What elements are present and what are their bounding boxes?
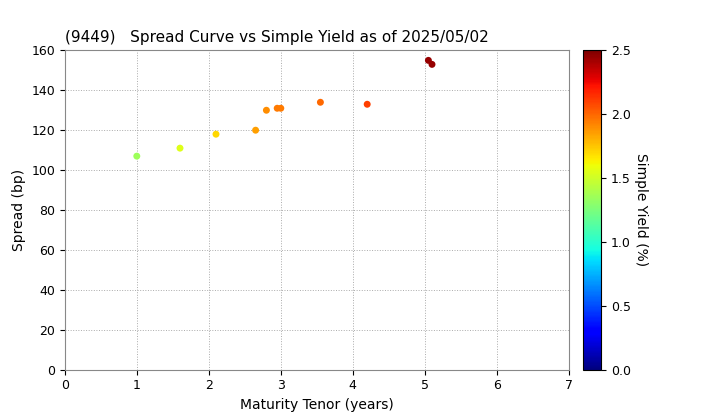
Y-axis label: Spread (bp): Spread (bp) xyxy=(12,169,26,251)
Point xyxy=(131,153,143,160)
Point xyxy=(271,105,283,112)
Y-axis label: Simple Yield (%): Simple Yield (%) xyxy=(634,153,647,267)
Point xyxy=(361,101,373,108)
Point xyxy=(250,127,261,134)
Point xyxy=(261,107,272,113)
Point xyxy=(426,61,438,68)
Point xyxy=(315,99,326,105)
Point xyxy=(210,131,222,137)
Point xyxy=(174,145,186,152)
Point xyxy=(275,105,287,112)
Text: (9449)   Spread Curve vs Simple Yield as of 2025/05/02: (9449) Spread Curve vs Simple Yield as o… xyxy=(65,30,489,45)
X-axis label: Maturity Tenor (years): Maturity Tenor (years) xyxy=(240,398,394,412)
Point xyxy=(423,57,434,64)
